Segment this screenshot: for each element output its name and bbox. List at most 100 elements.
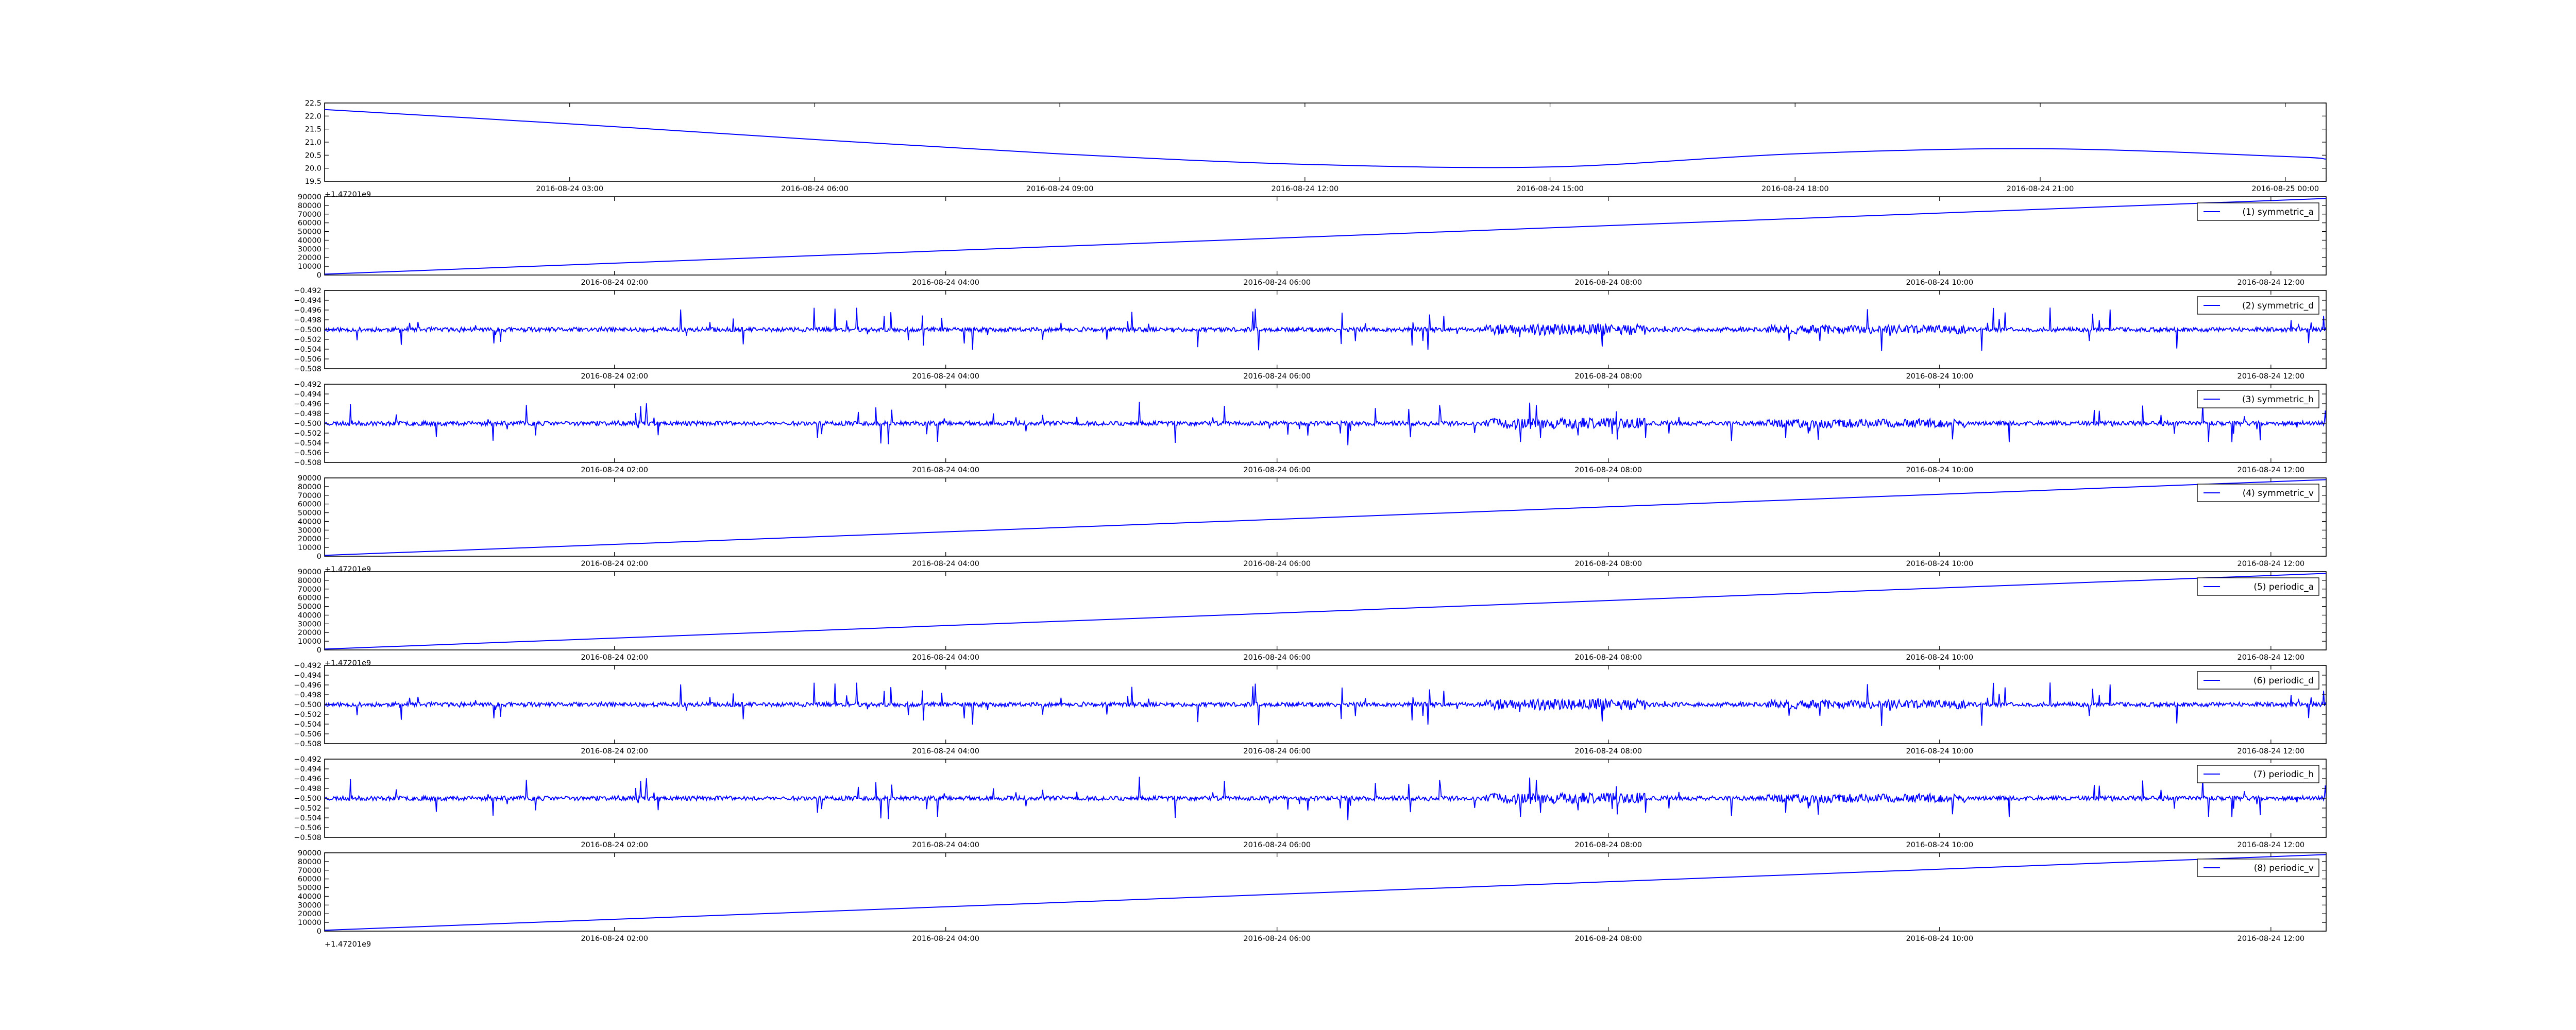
legend-label: (6) periodic_d — [2253, 676, 2314, 686]
y-tick-label: −0.500 — [294, 420, 321, 428]
legend: (8) periodic_v — [2197, 859, 2319, 877]
legend: (4) symmetric_v — [2197, 484, 2319, 502]
y-tick-label: 10000 — [298, 638, 321, 646]
x-tick-label: 2016-08-24 10:00 — [1906, 747, 1973, 756]
series-group — [325, 402, 2326, 445]
y-tick-label: −0.502 — [294, 336, 321, 344]
y-tick-label: 80000 — [298, 483, 321, 491]
x-tick-label: 2016-08-24 08:00 — [1574, 279, 1642, 287]
x-tick-label: 2016-08-24 10:00 — [1906, 372, 1973, 381]
y-tick-label: −0.504 — [294, 346, 321, 354]
x-tick-label: 2016-08-24 08:00 — [1574, 841, 1642, 849]
y-tick-label: 60000 — [298, 594, 321, 603]
legend: (6) periodic_d — [2197, 671, 2319, 690]
legend-label: (7) periodic_h — [2253, 769, 2314, 780]
x-tick-label: 2016-08-24 02:00 — [581, 372, 648, 381]
subplot-8: −0.492−0.494−0.496−0.498−0.500−0.502−0.5… — [294, 756, 2327, 849]
y-tick-label: −0.492 — [294, 287, 321, 295]
legend: (1) symmetric_a — [2197, 202, 2319, 221]
plot-area — [324, 102, 2327, 182]
y-tick-label: −0.504 — [294, 814, 321, 822]
series-group — [325, 307, 2326, 351]
y-tick-label: −0.508 — [294, 459, 321, 467]
y-tick-label: 40000 — [298, 236, 321, 245]
x-tick-label: 2016-08-24 03:00 — [536, 185, 603, 193]
y-tick-label: 20000 — [298, 629, 321, 637]
x-tick-label: 2016-08-24 04:00 — [912, 372, 979, 381]
y-tick-label: 90000 — [298, 193, 321, 201]
y-tick-label: 60000 — [298, 219, 321, 228]
legend: (3) symmetric_h — [2197, 390, 2319, 408]
y-tick-label: −0.492 — [294, 381, 321, 389]
x-tick-label: 2016-08-24 12:00 — [2237, 466, 2304, 474]
legend-label: (5) periodic_a — [2253, 582, 2314, 592]
series-line — [325, 573, 2326, 650]
x-tick-label: 2016-08-24 08:00 — [1574, 560, 1642, 568]
subplot-2: 9000080000700006000050000400003000020000… — [298, 193, 2327, 287]
y-tick-label: 10000 — [298, 544, 321, 552]
x-tick-label: 2016-08-24 06:00 — [1243, 747, 1311, 756]
subplot-7: −0.492−0.494−0.496−0.498−0.500−0.502−0.5… — [294, 662, 2327, 756]
y-tick-label: 60000 — [298, 501, 321, 509]
y-tick-label: −0.496 — [294, 775, 321, 783]
axis-offset-label: +1.47201e9 — [325, 940, 371, 949]
y-tick-label: −0.494 — [294, 765, 321, 774]
y-tick-label: 90000 — [298, 849, 321, 857]
x-tick-label: 2016-08-24 08:00 — [1574, 935, 1642, 943]
y-tick-label: 21.0 — [305, 139, 321, 147]
y-tick-label: 90000 — [298, 474, 321, 483]
x-tick-label: 2016-08-24 06:00 — [1243, 841, 1311, 849]
x-tick-label: 2016-08-24 10:00 — [1906, 935, 1973, 943]
series-group — [325, 109, 2326, 168]
x-tick-label: 2016-08-24 06:00 — [1243, 935, 1311, 943]
y-tick-label: 30000 — [298, 526, 321, 535]
y-tick-label: 60000 — [298, 876, 321, 884]
y-tick-label: 30000 — [298, 620, 321, 628]
x-tick-label: 2016-08-24 02:00 — [581, 935, 648, 943]
y-tick-label: −0.506 — [294, 730, 321, 739]
x-tick-label: 2016-08-24 12:00 — [2237, 372, 2304, 381]
y-tick-label: 50000 — [298, 884, 321, 892]
y-tick-label: −0.506 — [294, 824, 321, 832]
y-tick-label: 80000 — [298, 577, 321, 585]
y-tick-label: 30000 — [298, 245, 321, 253]
legend-label: (3) symmetric_h — [2242, 394, 2314, 405]
x-tick-label: 2016-08-24 06:00 — [1243, 466, 1311, 474]
y-tick-label: −0.502 — [294, 711, 321, 719]
subplot-3: −0.492 −0.494−0.496−0.498 −0.500 −0.502 −0.5… — [294, 287, 2327, 381]
y-tick-label: −0.498 — [294, 316, 321, 324]
legend-label: (1) symmetric_a — [2242, 207, 2314, 217]
x-tick-label: 2016-08-24 12:00 — [2237, 841, 2304, 849]
x-tick-label: 2016-08-24 06:00 — [781, 185, 849, 193]
series-group — [325, 198, 2326, 275]
x-tick-label: 2016-08-24 04:00 — [912, 466, 979, 474]
y-tick-label: −0.504 — [294, 439, 321, 448]
x-tick-label: 2016-08-24 04:00 — [912, 935, 979, 943]
y-tick-label: −0.496 — [294, 681, 321, 690]
x-tick-label: 2016-08-24 02:00 — [581, 747, 648, 756]
y-tick-label: 22.5 — [305, 99, 321, 108]
y-tick-label: 50000 — [298, 228, 321, 236]
x-tick-label: 2016-08-24 12:00 — [1272, 185, 1339, 193]
y-tick-label: 20.5 — [305, 151, 321, 160]
legend: (7) periodic_h — [2197, 765, 2319, 783]
y-tick-label: 70000 — [298, 492, 321, 500]
y-tick-label: −0.508 — [294, 834, 321, 842]
y-tick-label: 20000 — [298, 535, 321, 543]
x-tick-label: 2016-08-24 18:00 — [1761, 185, 1829, 193]
series-group — [325, 777, 2326, 820]
x-tick-label: 2016-08-24 04:00 — [912, 747, 979, 756]
y-tick-label: −0.492 — [294, 662, 321, 670]
y-tick-label: 0 — [317, 646, 321, 655]
legend-label: (8) periodic_v — [2254, 863, 2314, 873]
series-line — [325, 307, 2326, 351]
x-tick-label: 2016-08-24 09:00 — [1026, 185, 1094, 193]
x-tick-label: 2016-08-24 10:00 — [1906, 560, 1973, 568]
series-line — [325, 402, 2326, 445]
x-tick-label: 2016-08-24 04:00 — [912, 654, 979, 662]
y-tick-label: 40000 — [298, 611, 321, 620]
y-tick-label: 50000 — [298, 603, 321, 611]
x-tick-label: 2016-08-24 12:00 — [2237, 654, 2304, 662]
legend: (5) periodic_a — [2197, 577, 2319, 596]
y-tick-label: 20.0 — [305, 165, 321, 173]
